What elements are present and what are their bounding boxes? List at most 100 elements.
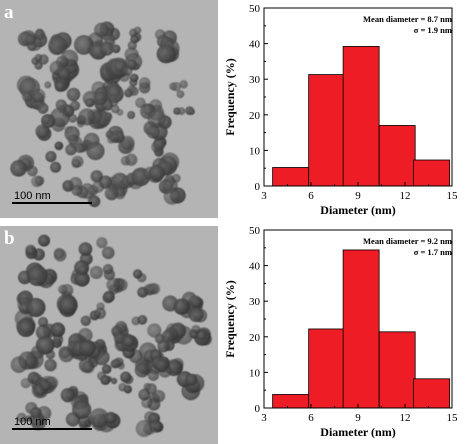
- nanoparticle: [133, 26, 142, 35]
- scale-bar: [12, 202, 92, 204]
- nanoparticle: [91, 170, 103, 182]
- nanoparticle: [161, 329, 175, 343]
- x-tick-label: 12: [400, 412, 411, 424]
- nanoparticle: [86, 141, 105, 161]
- histogram-bar-1: [272, 394, 310, 409]
- nanoparticle: [89, 408, 109, 428]
- nanoparticle: [104, 186, 119, 201]
- nanoparticle: [191, 324, 201, 334]
- histogram-axes: 3 6 9 12 15 0 10 20 30 40 50: [249, 225, 458, 424]
- x-axis-title: Diameter (nm): [320, 425, 395, 439]
- histogram-b: 3 6 9 12 15 0 10 20 30 40 50 Mean diameter = 9.2 n…: [222, 222, 472, 444]
- nanoparticle: [124, 88, 133, 97]
- nanoparticle: [123, 385, 133, 394]
- y-tick-label: 50: [249, 225, 261, 237]
- nanoparticle: [196, 330, 207, 341]
- nanoparticle: [92, 180, 105, 193]
- nanoparticle: [132, 269, 143, 279]
- tem-image-a: a 100 nm: [0, 0, 218, 218]
- nanoparticle: [71, 184, 83, 196]
- histogram-bar-4: [378, 331, 416, 409]
- sigma-text: σ = 1.7 nm: [414, 247, 452, 257]
- histogram-svg-a: 3 6 9 12 15 0 10 20 30 40 50 Mean diameter = 8.7 n…: [223, 3, 458, 217]
- nanoparticle: [135, 420, 153, 437]
- x-tick-label: 9: [355, 190, 361, 202]
- nanoparticle: [120, 371, 132, 383]
- nanoparticle: [82, 360, 95, 374]
- nanoparticle: [67, 134, 79, 146]
- nanoparticle: [106, 112, 112, 119]
- nanoparticle: [48, 35, 68, 55]
- y-tick-label: 50: [249, 3, 261, 15]
- nanoparticle: [10, 160, 27, 177]
- nanoparticle: [177, 107, 186, 115]
- nanoparticle: [44, 81, 52, 89]
- histogram-axes: 3 6 9 12 15 0 10 20 30 40 50: [249, 3, 458, 202]
- nanoparticle: [78, 339, 96, 357]
- nanoparticle: [16, 412, 27, 423]
- x-axis-title: Diameter (nm): [320, 203, 395, 217]
- y-tick-label: 40: [249, 39, 261, 51]
- nanoparticle: [73, 34, 94, 55]
- nanoparticle: [22, 91, 33, 102]
- nanoparticle: [57, 67, 71, 81]
- y-axis-title: Frequency (%): [223, 280, 237, 357]
- nanoparticle: [60, 388, 76, 403]
- nanoparticle: [163, 187, 181, 205]
- nanoparticle: [104, 411, 117, 424]
- nanoparticle: [25, 33, 37, 45]
- histogram-bar-2: [308, 328, 346, 409]
- nanoparticle: [109, 284, 120, 295]
- nanoparticle: [122, 335, 135, 348]
- nanoparticle: [45, 150, 57, 163]
- nanoparticle: [16, 318, 36, 338]
- nanoparticle: [135, 97, 146, 109]
- nanoparticle: [74, 143, 85, 153]
- nanoparticle: [171, 81, 182, 92]
- nanoparticle: [96, 237, 108, 249]
- nanoparticle: [38, 316, 49, 327]
- nanoparticle: [101, 246, 115, 260]
- nanoparticle: [111, 44, 121, 54]
- x-tick-label: 15: [447, 190, 459, 202]
- nanoparticle: [129, 73, 139, 83]
- nanoparticle: [153, 138, 166, 151]
- nanoparticle: [127, 40, 137, 51]
- mean-diameter-text: Mean diameter = 9.2 nm: [363, 236, 452, 246]
- nanoparticle: [85, 98, 95, 108]
- nanoparticle: [152, 389, 166, 403]
- nanoparticle: [176, 90, 185, 99]
- nanoparticle: [31, 175, 43, 188]
- nanoparticle: [110, 377, 118, 385]
- nanoparticle: [138, 77, 151, 89]
- nanoparticle: [148, 164, 166, 182]
- nanoparticle: [31, 88, 46, 104]
- nanoparticle: [156, 44, 176, 64]
- nanoparticle: [30, 407, 42, 419]
- nanoparticle: [88, 195, 101, 208]
- nanoparticle: [100, 375, 111, 386]
- x-tick-label: 6: [308, 412, 314, 424]
- y-tick-label: 30: [249, 74, 261, 86]
- nanoparticle: [53, 248, 67, 262]
- nanoparticle: [127, 111, 136, 120]
- mean-diameter-text: Mean diameter = 8.7 nm: [363, 14, 452, 24]
- nanoparticle: [173, 298, 190, 315]
- nanoparticle: [102, 264, 114, 275]
- nanoparticle: [55, 141, 63, 149]
- panel-label-a: a: [4, 2, 14, 23]
- histogram-bar-4: [378, 125, 416, 187]
- nanoparticle: [37, 102, 49, 114]
- nanoparticle: [89, 265, 103, 280]
- nanoparticle: [20, 377, 31, 389]
- scale-bar-label: 100 nm: [14, 416, 51, 428]
- nanoparticle: [101, 364, 112, 374]
- nanoparticle: [26, 297, 46, 318]
- histogram-bar-1: [272, 167, 310, 187]
- nanoparticle-cluster: [10, 234, 212, 437]
- nanoparticle: [66, 87, 81, 102]
- nanoparticle: [50, 161, 62, 173]
- nanoparticle: [34, 29, 46, 41]
- x-tick-label: 3: [261, 412, 267, 424]
- nanoparticle: [39, 379, 51, 391]
